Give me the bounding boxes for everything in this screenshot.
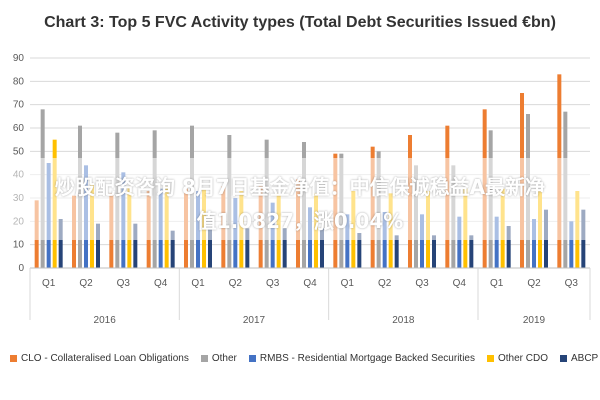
x-tick-label: Q3	[415, 278, 429, 289]
legend-label: Other	[211, 353, 237, 364]
chart-title: Chart 3: Top 5 FVC Activity types (Total…	[44, 14, 556, 31]
legend-item: Other CDO	[486, 353, 548, 364]
bar	[420, 214, 424, 268]
y-tick-label: 60	[13, 123, 25, 134]
y-tick-label: 90	[13, 53, 25, 64]
bar	[457, 216, 462, 268]
x-tick-label: Q3	[117, 278, 131, 289]
overlay-band	[0, 158, 600, 240]
bar	[320, 228, 324, 268]
bar	[532, 219, 536, 268]
x-tick-label: Q2	[79, 278, 93, 289]
legend-item: Other	[200, 353, 237, 364]
x-tick-label: Q4	[154, 278, 168, 289]
bar	[133, 223, 138, 268]
x-tick-label: Q3	[565, 278, 579, 289]
bar	[58, 219, 63, 268]
bar	[282, 228, 287, 268]
y-tick-label: 80	[13, 76, 25, 87]
bar	[506, 226, 511, 268]
bar	[469, 235, 474, 268]
overlay-text: 炒股配资咨询 8月7日基金净值：中信保诚稳益A最新净 值1.0827，涨0.04…	[0, 170, 600, 238]
legend-item: CLO - Collateralised Loan Obligations	[10, 353, 189, 364]
overlay-line-1: 炒股配资咨询 8月7日基金净值：中信保诚稳益A最新净	[54, 175, 546, 199]
bar	[345, 214, 350, 268]
year-label: 2016	[94, 315, 117, 326]
legend: CLO - Collateralised Loan Obligations Oth…	[10, 353, 600, 364]
x-tick-label: Q1	[191, 278, 205, 289]
y-tick-label: 70	[13, 100, 25, 111]
x-tick-label: Q1	[341, 278, 355, 289]
y-tick-label: 0	[18, 263, 24, 274]
x-tick-label: Q2	[378, 278, 392, 289]
legend-swatch	[486, 355, 494, 362]
y-tick-label: 10	[13, 240, 25, 251]
bar	[170, 230, 175, 268]
x-tick-label: Q1	[42, 278, 56, 289]
x-tick-label: Q2	[229, 278, 243, 289]
x-tick-label: Q1	[490, 278, 504, 289]
legend-swatch	[560, 355, 567, 362]
x-tick-label: Q4	[453, 278, 467, 289]
bar	[569, 221, 574, 268]
year-label: 2017	[243, 315, 266, 326]
x-tick-label: Q3	[266, 278, 280, 289]
bar	[245, 228, 250, 268]
x-tick-label: Q4	[303, 278, 317, 289]
legend-label: RMBS - Residential Mortgage Backed Secur…	[259, 353, 475, 364]
legend-swatch	[200, 355, 208, 362]
legend-item: RMBS - Residential Mortgage Backed Secur…	[248, 353, 475, 364]
year-label: 2019	[523, 315, 546, 326]
bar	[208, 228, 212, 268]
bar	[357, 233, 362, 268]
legend-item: ABCP	[560, 353, 598, 364]
bar	[432, 235, 436, 268]
overlay-line-2: 值1.0827，涨0.04%	[196, 209, 404, 233]
bar	[382, 212, 387, 268]
legend-label: Other CDO	[497, 353, 548, 364]
legend-swatch	[248, 355, 256, 362]
bar	[494, 216, 499, 268]
bar	[394, 235, 399, 268]
legend-label: ABCP	[571, 353, 599, 364]
y-tick-label: 50	[13, 146, 25, 157]
bar	[96, 223, 100, 268]
x-tick-label: Q2	[527, 278, 541, 289]
year-label: 2018	[392, 315, 415, 326]
legend-swatch	[10, 355, 17, 362]
legend-label: CLO - Collateralised Loan Obligations	[21, 353, 189, 364]
